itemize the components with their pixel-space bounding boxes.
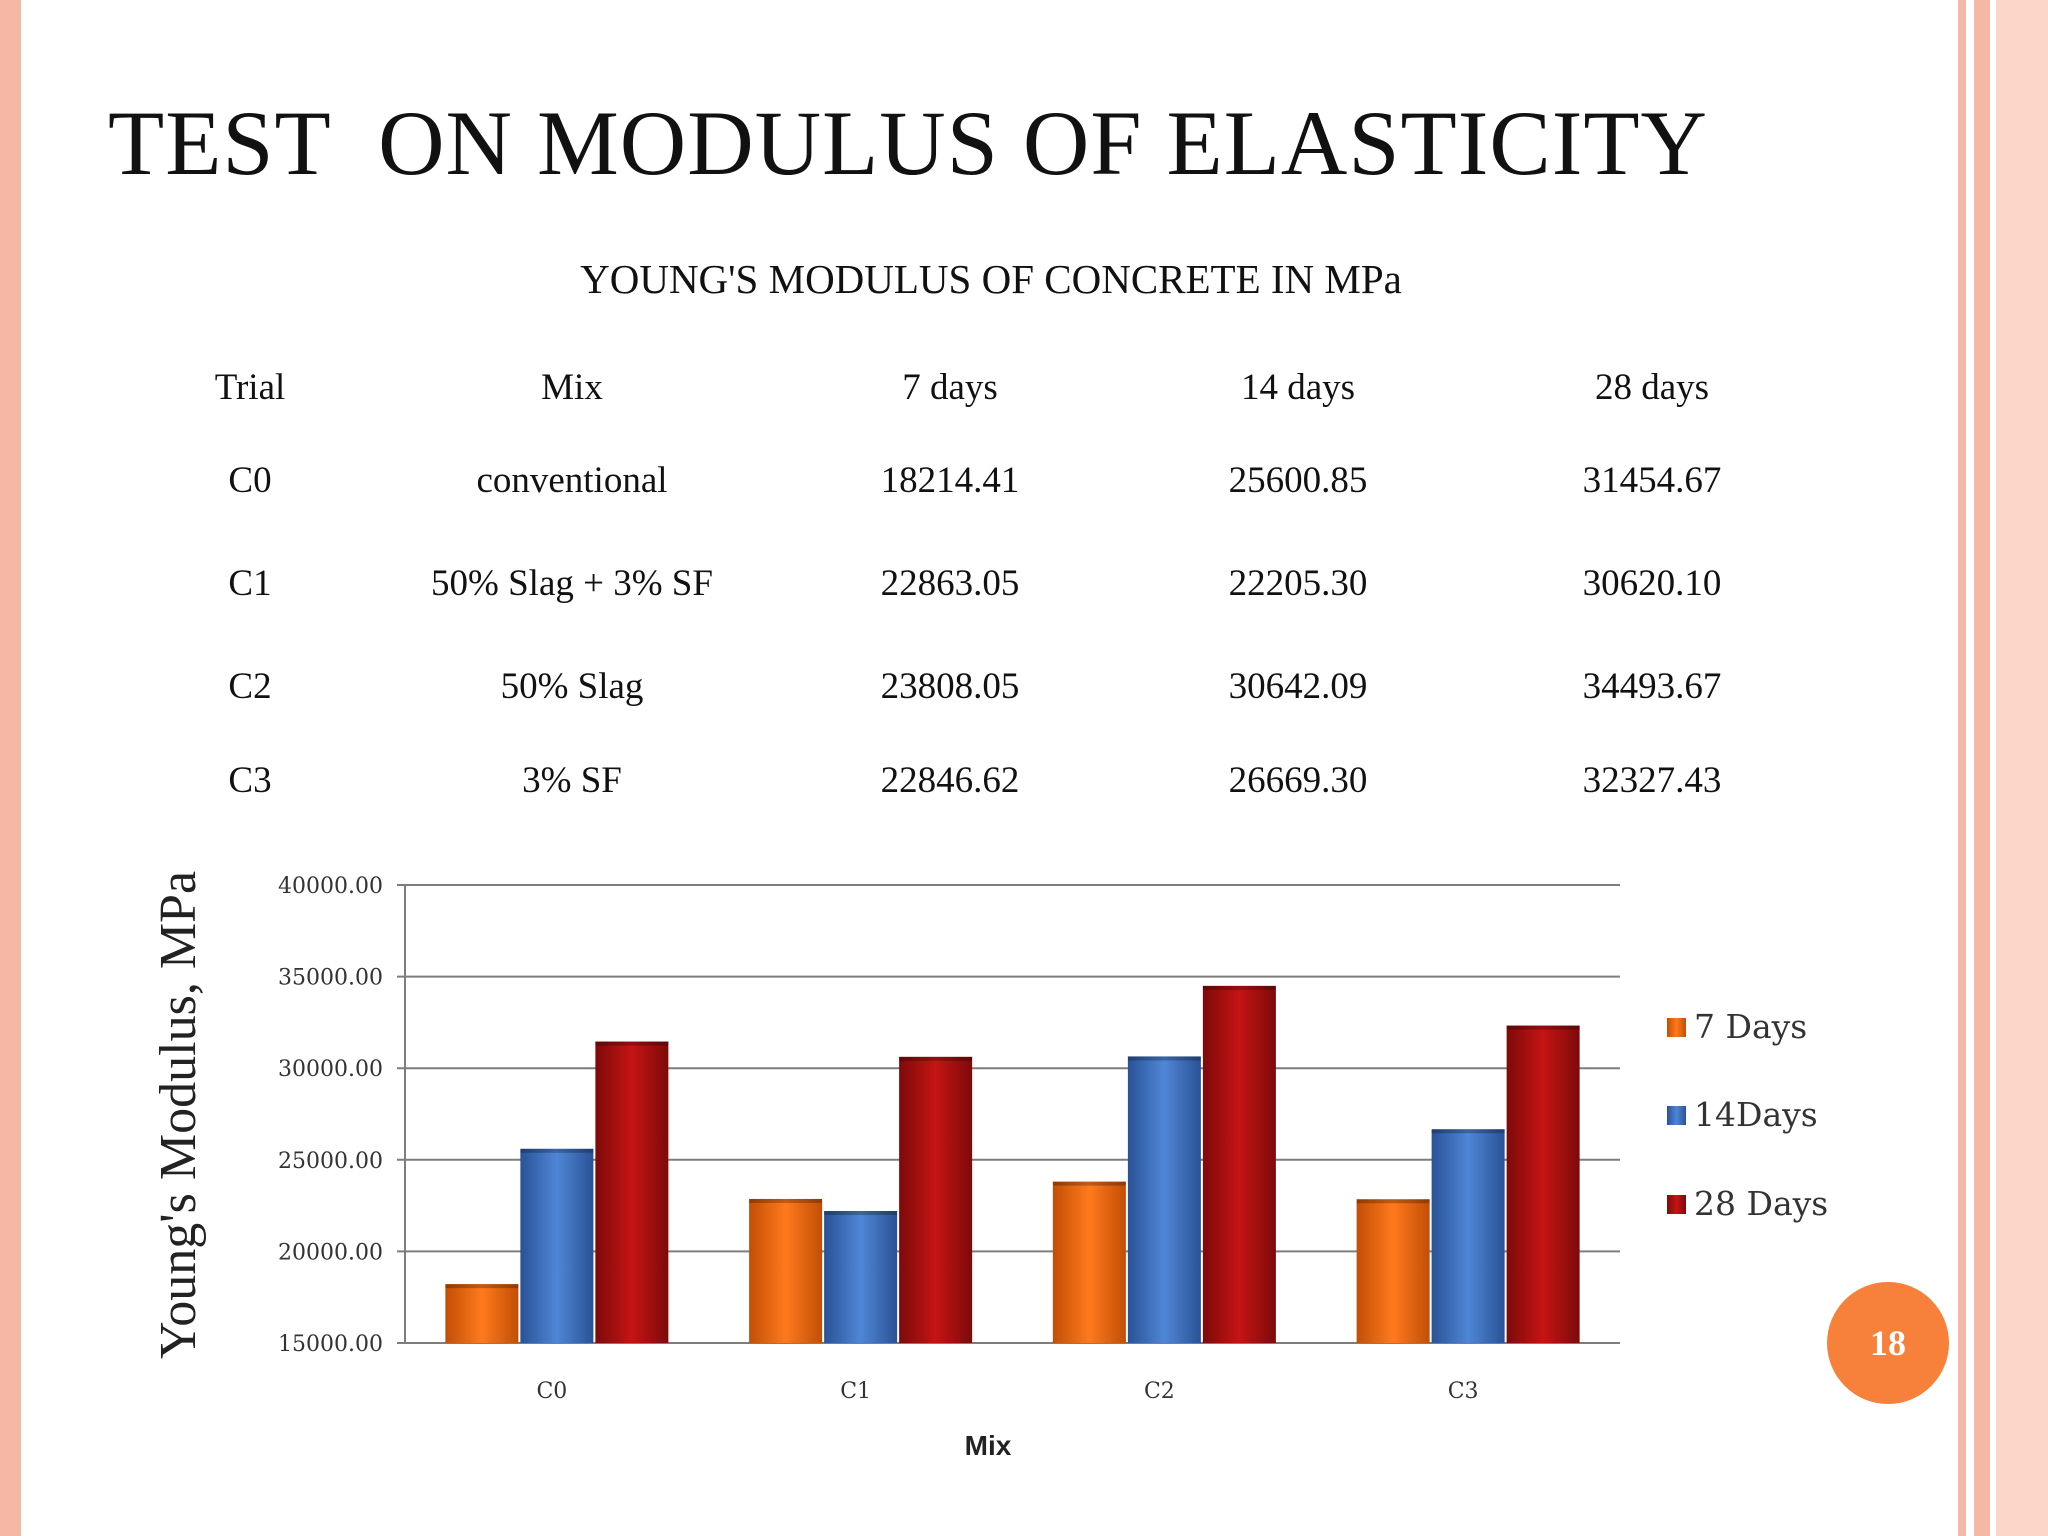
bar-C3-14days: [1431, 1129, 1505, 1343]
table-cell: C3: [228, 760, 272, 801]
bar-top-shade: [595, 1041, 669, 1046]
right-border-stripe-3: [1996, 0, 2048, 1536]
right-border-stripe-1: [1958, 0, 1966, 1536]
bar-top-shade: [1202, 985, 1276, 990]
bar-top-shade: [1052, 1181, 1126, 1186]
bar-top-shade: [749, 1198, 823, 1203]
bar-top-shade: [824, 1210, 898, 1215]
table-caption: YOUNG'S MODULUS OF CONCRETE IN MPa: [580, 256, 1402, 302]
table-cell: 23808.05: [880, 666, 1020, 707]
x-tick-label: C2: [1144, 1379, 1175, 1404]
legend-swatch: [1667, 1018, 1686, 1037]
table-header-7days: 7 days: [902, 367, 998, 408]
bar-C3-7days: [1356, 1199, 1430, 1343]
bar-C2-28days: [1202, 985, 1276, 1343]
x-axis-label: Mix: [965, 1430, 1012, 1461]
bar-top-shade: [1356, 1199, 1430, 1204]
x-tick-label: C0: [536, 1379, 567, 1404]
bar-top-shade: [445, 1284, 519, 1289]
table-cell: 25600.85: [1228, 460, 1368, 501]
table-cell: 30620.10: [1582, 563, 1722, 604]
bar-C0-28days: [595, 1041, 669, 1343]
table-header-trial: Trial: [214, 367, 286, 408]
bar-C3-28days: [1506, 1025, 1580, 1343]
slide-title: TEST ON MODULUS OF ELASTICITY: [108, 92, 1708, 194]
y-tick-label: 35000.00: [278, 966, 383, 991]
y-tick-label: 25000.00: [278, 1149, 383, 1174]
right-border-stripe-2: [1974, 0, 1990, 1536]
legend-label: 28 Days: [1694, 1184, 1828, 1223]
table-cell: 32327.43: [1582, 760, 1722, 801]
left-border: [0, 0, 21, 1536]
table-cell: conventional: [476, 460, 668, 501]
y-tick-label: 30000.00: [278, 1057, 383, 1082]
table-cell: 22205.30: [1228, 563, 1368, 604]
legend-swatch: [1667, 1195, 1686, 1214]
table-cell: 22863.05: [880, 563, 1020, 604]
bar-top-shade: [1506, 1025, 1580, 1030]
x-tick-label: C1: [840, 1379, 871, 1404]
table-cell: C2: [228, 666, 272, 707]
table-cell: 18214.41: [880, 460, 1020, 501]
table-cell: 3% SF: [522, 760, 622, 801]
bar-top-shade: [899, 1056, 973, 1061]
table-header-14days: 14 days: [1240, 367, 1356, 408]
table-cell: 34493.67: [1582, 666, 1722, 707]
table-cell: 26669.30: [1228, 760, 1368, 801]
bar-C2-14days: [1127, 1056, 1201, 1343]
table-cell: 22846.62: [880, 760, 1020, 801]
y-tick-label: 15000.00: [278, 1332, 383, 1357]
x-tick-label: C3: [1448, 1379, 1479, 1404]
table-cell: 50% Slag: [500, 666, 644, 707]
bar-top-shade: [520, 1148, 594, 1153]
bar-C1-28days: [899, 1056, 973, 1343]
bar-C0-7days: [445, 1284, 519, 1343]
y-tick-label: 40000.00: [278, 874, 383, 899]
table-cell: 31454.67: [1582, 460, 1722, 501]
bar-top-shade: [1127, 1056, 1201, 1061]
y-tick-label: 20000.00: [278, 1240, 383, 1265]
table-header-mix: Mix: [541, 367, 603, 408]
y-axis-label: Young's Modulus, MPa: [150, 871, 207, 1359]
bar-C2-7days: [1052, 1181, 1126, 1343]
page-number-badge: 18: [1827, 1282, 1949, 1404]
legend-label: 14Days: [1694, 1095, 1818, 1134]
bar-C0-14days: [520, 1148, 594, 1343]
table-header-28days: 28 days: [1594, 367, 1710, 408]
legend-swatch: [1667, 1106, 1686, 1125]
bar-C1-7days: [749, 1198, 823, 1343]
table-cell: 50% Slag + 3% SF: [431, 563, 713, 604]
bar-C1-14days: [824, 1210, 898, 1343]
table-cell: C1: [228, 563, 272, 604]
legend-label: 7 Days: [1694, 1007, 1807, 1046]
table-cell: C0: [228, 460, 272, 501]
bar-top-shade: [1431, 1129, 1505, 1134]
table-cell: 30642.09: [1228, 666, 1368, 707]
